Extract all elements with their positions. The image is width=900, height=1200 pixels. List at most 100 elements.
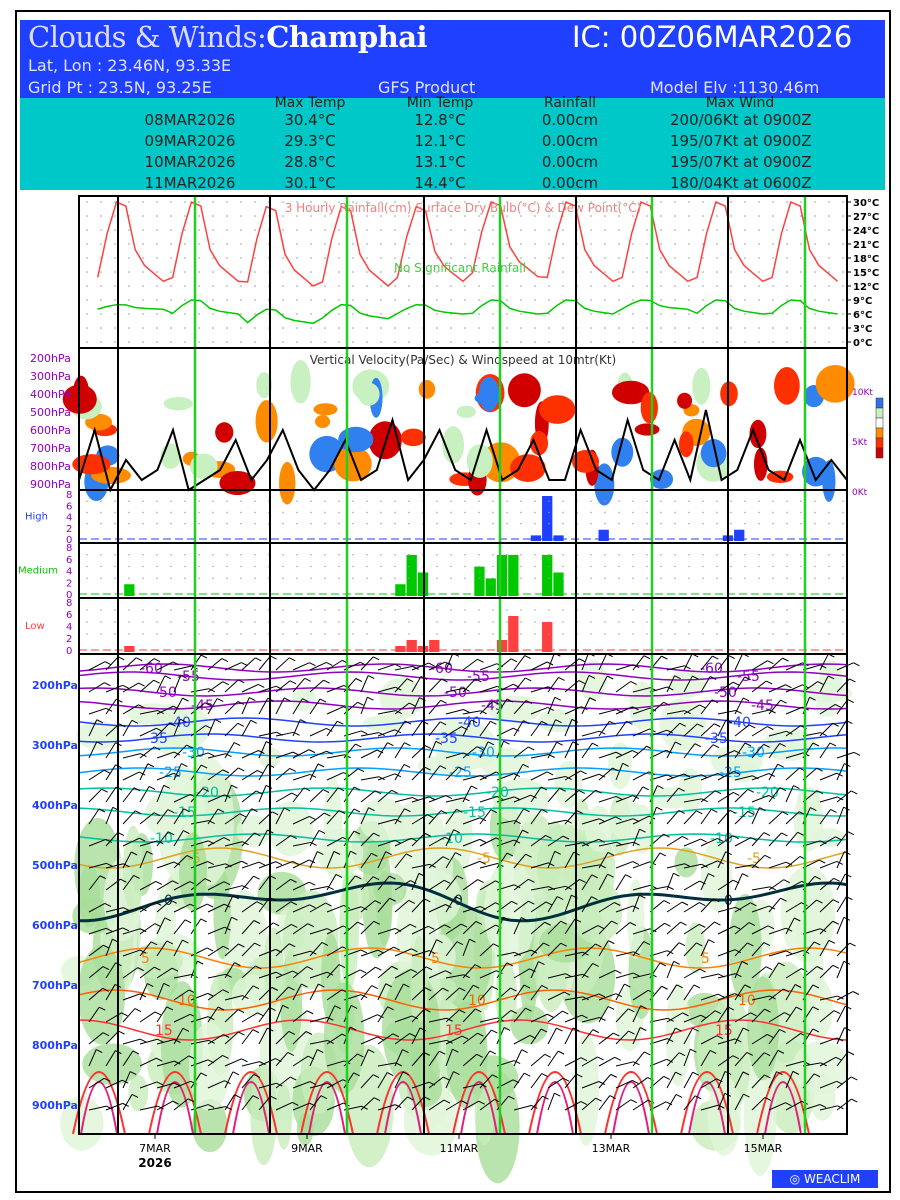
grid-dot xyxy=(156,215,158,217)
humidity-shading xyxy=(697,1006,744,1097)
grid-dot xyxy=(814,500,816,502)
humidity-shading xyxy=(780,865,836,963)
grid-dot xyxy=(240,299,242,301)
wind-barb xyxy=(105,1050,116,1067)
wind-barb-flag xyxy=(186,855,194,859)
wind-barb-flag xyxy=(851,1098,858,1103)
humidity-shading xyxy=(213,869,231,960)
grid-dot xyxy=(436,285,438,287)
grid-dot xyxy=(730,299,732,301)
wind-barb-flag xyxy=(630,1099,638,1104)
wind-barb xyxy=(122,949,141,957)
grid-dot xyxy=(828,633,830,635)
grid-dot xyxy=(436,500,438,502)
wind-barb xyxy=(751,966,767,979)
grid-dot xyxy=(450,621,452,623)
grid-dot xyxy=(828,257,830,259)
wind-barb-flag xyxy=(678,942,686,947)
wind-barb xyxy=(428,970,446,979)
wind-barb-flag xyxy=(303,787,311,792)
wind-barb-flag xyxy=(424,987,432,992)
wind-barb-flag xyxy=(678,787,685,792)
grid-dot xyxy=(828,299,830,301)
humidity-shading xyxy=(423,934,456,980)
humidity-shading xyxy=(728,893,762,1003)
grid-dot xyxy=(786,313,788,315)
wind-barb-flag xyxy=(849,942,856,947)
grid-dot xyxy=(492,285,494,287)
grid-dot xyxy=(548,327,550,329)
grid-dot xyxy=(660,285,662,287)
grid-dot xyxy=(380,633,382,635)
wind-barb-flag xyxy=(349,1026,357,1031)
isotherm xyxy=(79,881,848,923)
wind-barb xyxy=(615,818,634,825)
wind-barb-flag xyxy=(389,897,396,902)
grid-dot xyxy=(394,565,396,568)
table-cell: 0.00cm xyxy=(541,174,599,192)
wind-barb-flag xyxy=(323,679,330,684)
wind-barb-flag xyxy=(545,901,553,906)
wind-barb xyxy=(479,663,498,671)
temp-tick-label: 15°C xyxy=(853,268,879,279)
cloud-bar xyxy=(406,640,417,652)
wind-barb xyxy=(547,1010,563,1023)
grid-dot xyxy=(128,201,130,203)
wind-barb-flag xyxy=(234,1094,241,1099)
wind-barb-flag xyxy=(639,894,646,899)
wind-barb xyxy=(615,905,634,913)
wind-barb xyxy=(326,772,344,781)
wind-barb xyxy=(105,742,116,759)
grid-dot xyxy=(394,327,396,329)
colorbar-swatch xyxy=(875,417,884,429)
isotherm xyxy=(78,687,848,697)
wind-barb xyxy=(139,840,158,847)
wind-barb xyxy=(462,1032,478,1045)
wind-barb xyxy=(122,771,140,781)
grid-dot xyxy=(506,201,508,203)
wind-barb-flag xyxy=(489,1050,497,1055)
wind-barb-flag xyxy=(106,862,113,867)
wind-barb xyxy=(258,731,277,737)
humidity-shading xyxy=(395,815,423,840)
wind-barb xyxy=(530,786,542,803)
wind-barb-flag xyxy=(764,1074,771,1079)
wind-barb-flag xyxy=(643,1051,651,1056)
wind-barb xyxy=(428,924,445,935)
wind-barb-flag xyxy=(288,986,295,991)
grid-dot xyxy=(534,633,536,635)
wind-barb xyxy=(598,816,616,825)
wind-barb xyxy=(513,764,524,781)
wind-barb xyxy=(564,1057,582,1067)
wind-barb-flag xyxy=(544,921,551,926)
grid-dot xyxy=(436,609,438,611)
wind-barb xyxy=(734,742,746,759)
humidity-shading xyxy=(362,836,392,959)
wind-barb xyxy=(564,894,572,913)
wind-barb-flag xyxy=(129,1071,137,1075)
grid-dot xyxy=(394,523,396,525)
wind-barb-flag xyxy=(779,1028,786,1033)
grid-dot xyxy=(814,299,816,301)
grid-dot xyxy=(324,511,326,514)
wind-barb xyxy=(275,1101,293,1111)
wind-barb xyxy=(105,907,124,913)
wind-barb xyxy=(734,942,748,957)
grid-dot xyxy=(758,633,760,635)
wind-barb-flag xyxy=(373,920,380,925)
wind-barb xyxy=(751,709,770,715)
wind-barb xyxy=(139,1081,158,1089)
date-label: 11MAR xyxy=(440,1142,479,1155)
cloud-tick: 4 xyxy=(66,513,72,524)
grid-dot xyxy=(408,299,410,301)
wind-barb xyxy=(564,810,578,825)
wind-barb-flag xyxy=(173,705,180,710)
wind-barb xyxy=(224,860,242,869)
grid-dot xyxy=(604,271,606,273)
wind-barb xyxy=(530,886,549,891)
grid-dot xyxy=(156,523,158,525)
wind-barb xyxy=(768,657,783,671)
temp-tick-label: 12°C xyxy=(853,282,879,293)
wind-barb-flag xyxy=(139,993,147,998)
wind-barb xyxy=(258,1027,268,1045)
